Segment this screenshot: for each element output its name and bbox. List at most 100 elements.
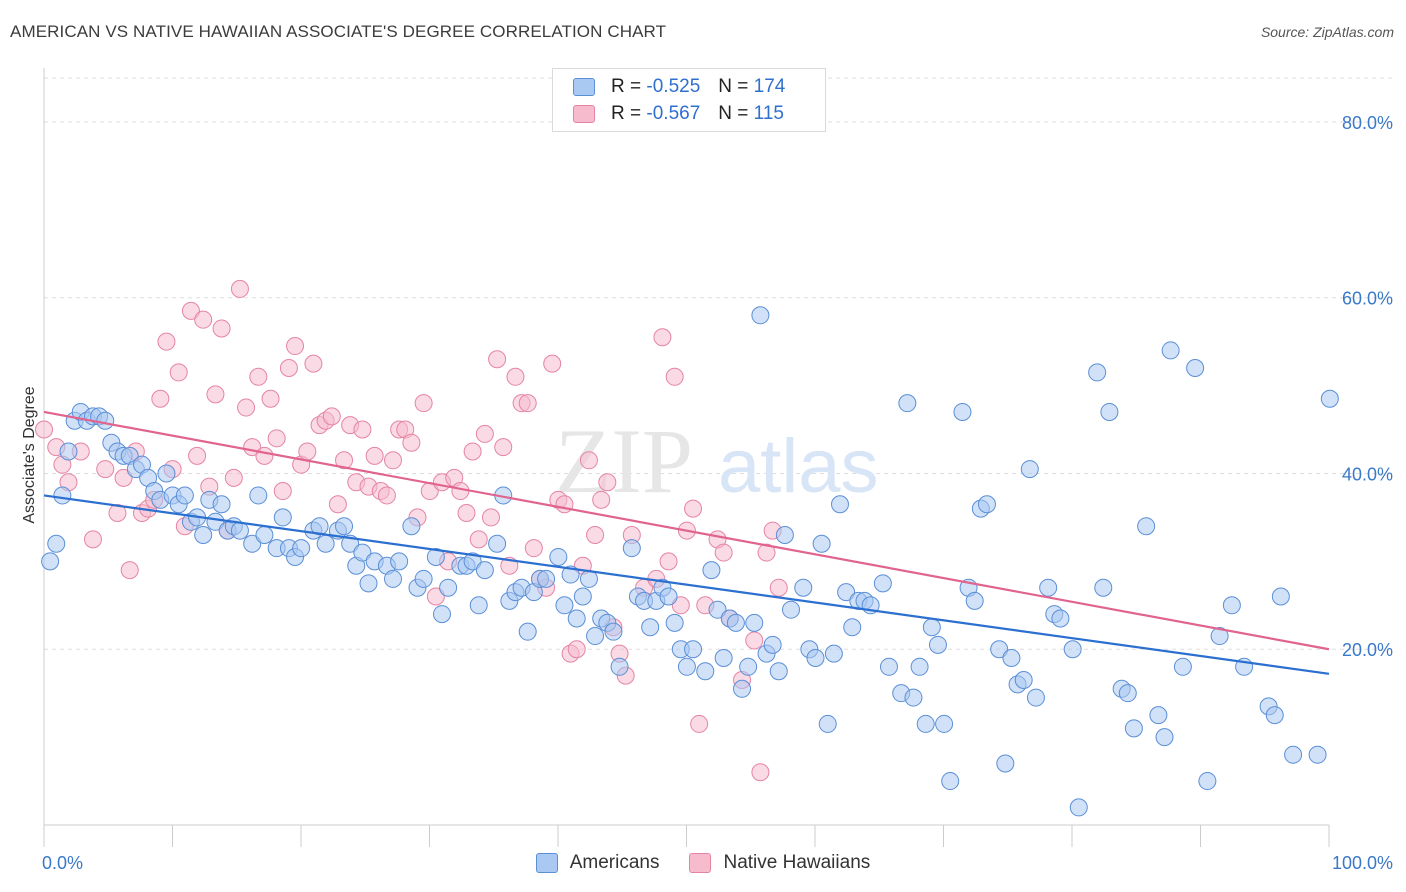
- point-americans: [873, 574, 892, 593]
- americans-points: [41, 306, 1339, 817]
- point-native-hawaiians: [475, 424, 494, 443]
- point-americans: [292, 539, 311, 558]
- point-native-hawaiians: [206, 385, 225, 404]
- point-native-hawaiians: [592, 490, 611, 509]
- legend-n-label: N =: [718, 76, 749, 97]
- point-native-hawaiians: [469, 530, 488, 549]
- point-americans: [935, 714, 954, 733]
- point-americans: [586, 627, 605, 646]
- y-axis-label: Associate's Degree: [21, 386, 38, 524]
- point-americans: [1137, 517, 1156, 536]
- point-americans: [230, 521, 249, 540]
- point-native-hawaiians: [181, 301, 200, 320]
- point-americans: [928, 635, 947, 654]
- point-americans: [702, 561, 721, 580]
- axes: [43, 68, 1330, 847]
- point-native-hawaiians: [237, 398, 256, 417]
- point-native-hawaiians: [230, 279, 249, 298]
- point-native-hawaiians: [169, 363, 188, 382]
- legend-r-label: R =: [611, 103, 642, 124]
- point-native-hawaiians: [114, 468, 133, 487]
- point-native-hawaiians: [267, 429, 286, 448]
- point-americans: [665, 613, 684, 632]
- point-native-hawaiians: [598, 473, 617, 492]
- point-americans: [775, 525, 794, 544]
- y-tick-label: 80.0%: [1342, 113, 1393, 133]
- point-americans: [990, 640, 1009, 659]
- point-americans: [194, 525, 213, 544]
- point-americans: [157, 464, 176, 483]
- point-americans: [824, 644, 843, 663]
- legend-swatch-americans: [535, 853, 558, 873]
- point-americans: [641, 618, 660, 637]
- point-americans: [684, 640, 703, 659]
- point-native-hawaiians: [255, 446, 274, 465]
- point-americans: [432, 605, 451, 624]
- point-native-hawaiians: [506, 367, 525, 386]
- point-americans: [1020, 460, 1039, 479]
- point-americans: [622, 539, 641, 558]
- point-native-hawaiians: [151, 389, 170, 408]
- point-native-hawaiians: [671, 596, 690, 615]
- point-native-hawaiians: [463, 442, 482, 461]
- point-native-hawaiians: [353, 420, 372, 439]
- point-native-hawaiians: [157, 332, 176, 351]
- point-native-hawaiians: [586, 525, 605, 544]
- point-native-hawaiians: [426, 587, 445, 606]
- point-native-hawaiians: [96, 460, 115, 479]
- point-americans: [604, 622, 623, 641]
- trend-line-americans: [43, 494, 1330, 675]
- point-americans: [335, 517, 354, 536]
- point-native-hawaiians: [377, 486, 396, 505]
- point-native-hawaiians: [714, 543, 733, 562]
- point-americans: [573, 587, 592, 606]
- source-label: Source: ZipAtlas.com: [1260, 24, 1394, 40]
- point-native-hawaiians: [335, 451, 354, 470]
- point-native-hawaiians: [261, 389, 280, 408]
- legend-r-value-americans: -0.525: [646, 76, 701, 97]
- legend-r-value-native-hawaiians: -0.567: [646, 103, 701, 124]
- trend-line-native-hawaiians: [43, 410, 1330, 651]
- legend-label-americans: Americans: [569, 852, 660, 873]
- point-americans: [1051, 609, 1070, 628]
- point-native-hawaiians: [249, 367, 268, 386]
- point-americans: [96, 411, 115, 430]
- point-native-hawaiians: [757, 543, 776, 562]
- point-americans: [1069, 798, 1088, 817]
- point-americans: [243, 534, 262, 553]
- point-americans: [1124, 719, 1143, 738]
- point-native-hawaiians: [365, 446, 384, 465]
- point-americans: [1271, 587, 1290, 606]
- point-americans: [996, 754, 1015, 773]
- legend-r-label: R =: [611, 76, 642, 97]
- point-americans: [910, 657, 929, 676]
- point-americans: [1063, 640, 1082, 659]
- legend-row-americans: R = -0.525 N = 174: [573, 75, 785, 99]
- point-americans: [677, 657, 696, 676]
- point-americans: [1026, 688, 1045, 707]
- point-americans: [1186, 359, 1205, 378]
- series-legend: Americans Native Hawaiians: [0, 852, 1406, 874]
- point-native-hawaiians: [286, 337, 305, 356]
- point-americans: [1094, 578, 1113, 597]
- point-americans: [745, 613, 764, 632]
- point-americans: [359, 574, 378, 593]
- point-americans: [696, 662, 715, 681]
- point-americans: [1002, 649, 1021, 668]
- point-americans: [561, 565, 580, 584]
- point-americans: [1088, 363, 1107, 382]
- point-americans: [726, 613, 745, 632]
- point-americans: [390, 552, 409, 571]
- point-native-hawaiians: [524, 539, 543, 558]
- point-americans: [1161, 341, 1180, 360]
- point-americans: [255, 525, 274, 544]
- point-americans: [659, 587, 678, 606]
- point-native-hawaiians: [402, 433, 421, 452]
- legend-item-americans: Americans: [535, 852, 660, 874]
- point-americans: [739, 657, 758, 676]
- point-native-hawaiians: [322, 407, 341, 426]
- y-tick-label: 60.0%: [1342, 289, 1393, 309]
- point-americans: [1222, 596, 1241, 615]
- point-native-hawaiians: [273, 482, 292, 501]
- point-native-hawaiians: [751, 763, 770, 782]
